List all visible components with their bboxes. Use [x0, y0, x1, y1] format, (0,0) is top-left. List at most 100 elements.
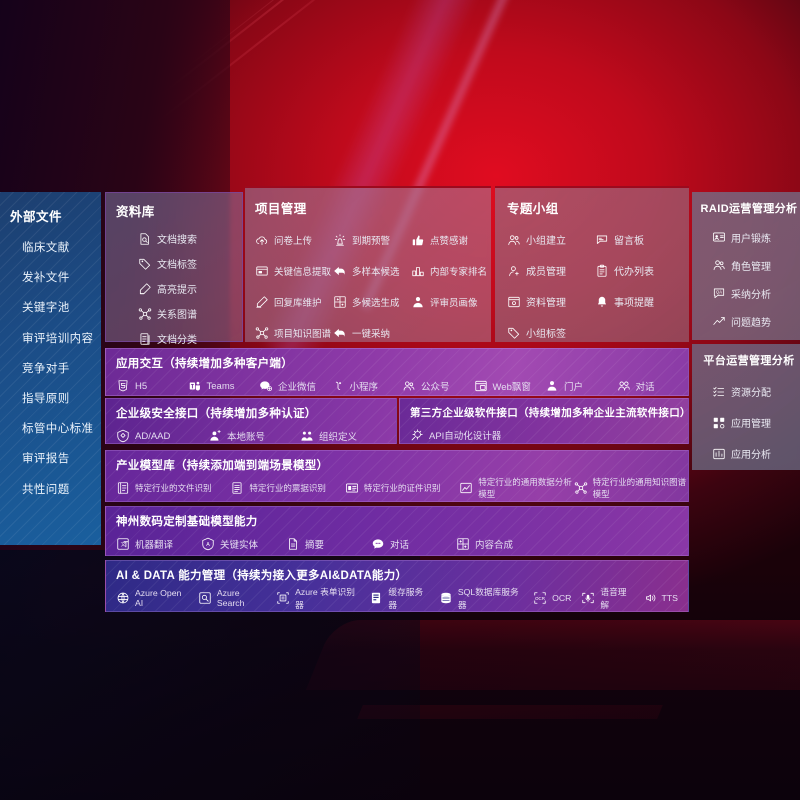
interaction-item[interactable]: Teams	[188, 376, 260, 396]
aidata-item[interactable]: 语音理解	[581, 587, 632, 610]
interaction-item[interactable]: 门户	[545, 376, 617, 396]
security-item[interactable]: AD/AAD	[116, 426, 208, 446]
raid-item[interactable]: QA 采纳分析	[698, 279, 800, 307]
aidata-item[interactable]: TTS	[643, 588, 678, 608]
raid-item[interactable]: 用户锻炼	[698, 223, 800, 251]
entity-a-icon: A	[201, 537, 215, 551]
industry-item[interactable]: 特定行业的文件识别	[116, 478, 230, 498]
team-item[interactable]: 小组标签	[507, 317, 595, 348]
menu-item-label: 项目知识图谱	[274, 328, 332, 340]
industry-item[interactable]: 特定行业的通用数据分析模型	[459, 477, 573, 499]
menu-item-label: Azure 表单识别器	[295, 587, 355, 610]
menu-item-label: 点赞感谢	[430, 235, 469, 247]
sidebar-item-3[interactable]: 审评培训内容	[22, 330, 101, 346]
sidebar-item-5[interactable]: 指导原则	[22, 390, 101, 406]
sidebar-item-0[interactable]: 临床文献	[22, 239, 101, 255]
thirdparty-item[interactable]: API自动化设计器	[410, 425, 550, 445]
aidata-item[interactable]: Azure 表单识别器	[276, 587, 359, 610]
sidebar-item-1[interactable]: 发补文件	[22, 269, 101, 285]
menu-item-label: 多样本候选	[352, 266, 400, 278]
security-item[interactable]: 本地账号	[208, 426, 300, 446]
basemodel-item[interactable]: 内容合成	[456, 534, 541, 554]
sidebar-item-7[interactable]: 审评报告	[22, 450, 101, 466]
library-item[interactable]: 文档搜索	[116, 226, 242, 251]
industry-item[interactable]: 特定行业的证件识别	[345, 478, 459, 498]
platform-item[interactable]: 资源分配	[698, 376, 800, 407]
web-window-icon	[474, 379, 488, 393]
team-title: 专题小组	[507, 202, 559, 216]
sidebar-item-6[interactable]: 标管中心标准	[22, 420, 101, 436]
basemodel-item[interactable]: 文机器翻译	[116, 534, 201, 554]
basemodel-item[interactable]: 摘要	[286, 534, 371, 554]
graph-network-icon	[138, 307, 152, 321]
raid-item[interactable]: 问题趋势	[698, 307, 800, 335]
menu-item-label: OCR	[552, 593, 572, 603]
aidata-item[interactable]: Azure Search	[198, 588, 266, 608]
data-analysis-icon	[459, 481, 473, 495]
platform-item[interactable]: 应用分析	[698, 438, 800, 469]
team-item[interactable]: 事项提醒	[595, 286, 683, 317]
sidebar-item-label: 发补文件	[22, 272, 70, 285]
interaction-item[interactable]: 公众号	[402, 376, 474, 396]
menu-item-label: Web飘窗	[492, 382, 531, 393]
band-industry-model: 产业模型库（持续添加端到端场景模型） 特定行业的文件识别 特定行业的票据识别 特定行…	[105, 450, 689, 502]
menu-item-label: 关系图谱	[157, 310, 197, 321]
project-item[interactable]: 内部专家排名	[411, 255, 489, 286]
menu-item-label: API自动化设计器	[429, 431, 502, 442]
basemodel-item[interactable]: 对话	[371, 534, 456, 554]
aidata-item[interactable]: OCR OCR	[533, 588, 571, 608]
raid-item[interactable]: 角色管理	[698, 251, 800, 279]
team-item[interactable]: 小组建立	[507, 224, 595, 255]
team-item[interactable]: 留言板	[595, 224, 683, 255]
band-security-interface: 企业级安全接口（持续增加多种认证） AD/AAD 本地账号 组织定义	[105, 398, 397, 444]
menu-item-label: 高亮提示	[157, 285, 197, 296]
sidebar-item-label: 竞争对手	[22, 362, 70, 375]
sidebar-item-8[interactable]: 共性问题	[22, 481, 101, 497]
project-item[interactable]: 回复库维护	[255, 286, 333, 317]
pen-maintain-icon	[255, 295, 269, 309]
project-item[interactable]: 点赞感谢	[411, 224, 489, 255]
interaction-item[interactable]: H5	[116, 376, 188, 396]
security-item[interactable]: 组织定义	[300, 426, 392, 446]
project-item[interactable]: 项目知识图谱	[255, 317, 333, 348]
project-item[interactable]: 多样本候选	[333, 255, 411, 286]
menu-item-label: 问题趋势	[731, 317, 771, 329]
library-item[interactable]: 文档分类	[116, 326, 242, 351]
project-item[interactable]: 到期预警	[333, 224, 411, 255]
library-item[interactable]: 文档标签	[116, 251, 242, 276]
project-item[interactable]: 评审员画像	[411, 286, 489, 317]
menu-item-label: 资料管理	[526, 298, 566, 309]
svg-text:OCR: OCR	[535, 596, 545, 601]
project-item[interactable]: 问卷上传	[255, 224, 333, 255]
menu-item-label: 采纳分析	[731, 289, 771, 301]
interaction-item[interactable]: 企业微信	[259, 376, 331, 396]
svg-text:A: A	[206, 542, 210, 548]
menu-item-label: 组织定义	[319, 432, 358, 443]
industry-item[interactable]: 特定行业的票据识别	[230, 478, 344, 498]
ocr-icon: OCR	[533, 591, 547, 605]
industry-item[interactable]: 特定行业的通用知识图谱模型	[574, 477, 688, 499]
project-item[interactable]: 关键信息提取	[255, 255, 333, 286]
library-item[interactable]: 关系图谱	[116, 301, 242, 326]
aidata-item[interactable]: SQL数据库服务器	[439, 587, 523, 610]
menu-item-label: 评审员画像	[430, 297, 478, 309]
raid-title: RAID运营管理分析	[700, 203, 798, 215]
project-item[interactable]: 一键采纳	[333, 317, 411, 348]
aidata-item[interactable]: Azure Open AI	[116, 588, 188, 608]
interaction-item[interactable]: 小程序	[331, 376, 403, 396]
sql-database-icon	[439, 591, 453, 605]
interaction-item[interactable]: Web飘窗	[474, 376, 546, 396]
aidata-item[interactable]: 缓存服务器	[369, 587, 428, 610]
sidebar-item-2[interactable]: 关键字池	[22, 299, 101, 315]
team-item[interactable]: 代办列表	[595, 255, 683, 286]
menu-item-label: 资源分配	[731, 388, 771, 399]
menu-item-label: 文档分类	[157, 335, 197, 346]
team-item[interactable]: 资料管理	[507, 286, 595, 317]
interaction-item[interactable]: 对话	[617, 376, 689, 396]
platform-item[interactable]: 应用管理	[698, 407, 800, 438]
sidebar-item-4[interactable]: 竞争对手	[22, 360, 101, 376]
project-item[interactable]: 多候选生成	[333, 286, 411, 317]
team-item[interactable]: 成员管理	[507, 255, 595, 286]
library-item[interactable]: 高亮提示	[116, 276, 242, 301]
basemodel-item[interactable]: A 关键实体	[201, 534, 286, 554]
